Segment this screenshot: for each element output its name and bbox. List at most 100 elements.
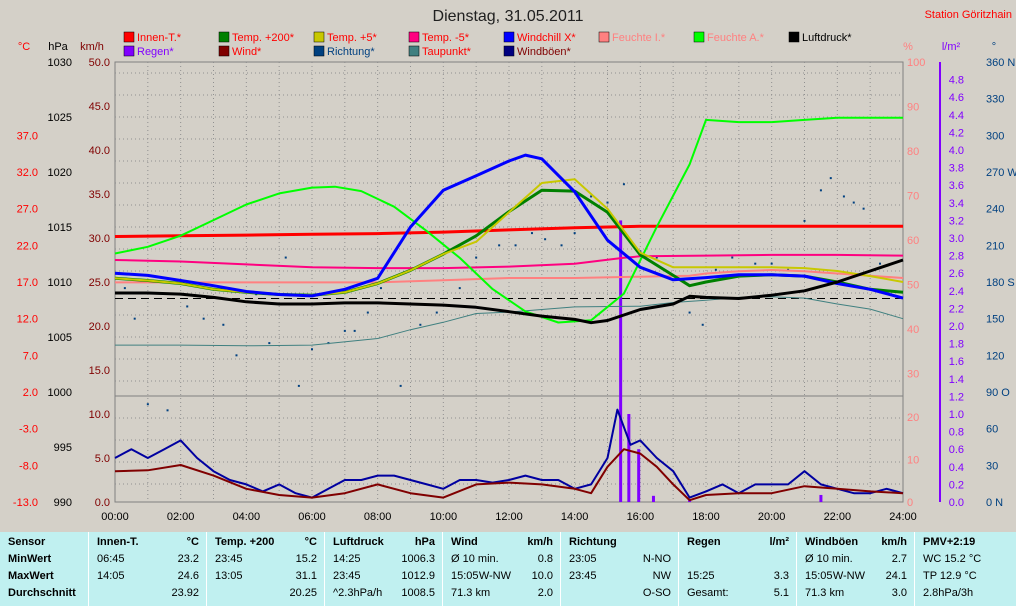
direction-point [366, 311, 369, 314]
stats-cell: km/h [527, 536, 553, 548]
stats-cell: 23.2 [177, 553, 199, 565]
stats-row: 14:25 1006.3 [325, 553, 443, 569]
stats-cell: N-NO [642, 553, 671, 565]
rain-tick: 2.2 [949, 303, 964, 315]
stats-cell: 3.0 [891, 587, 907, 599]
humidity-tick: 80 [907, 146, 919, 158]
rain-tick: 4.0 [949, 145, 964, 157]
kmh-tick: 15.0 [89, 365, 110, 377]
direction-tick: 30 [986, 460, 998, 472]
stats-cell: 3.3 [773, 570, 789, 582]
direction-point [268, 342, 271, 345]
legend-label: Luftdruck* [802, 32, 852, 44]
direction-point [842, 195, 845, 198]
stats-column: Sensor MinWert MaxWert Durchschnitt [0, 532, 88, 606]
stats-row: 13:05 31.1 [207, 570, 325, 586]
celsius-tick: -13.0 [13, 497, 38, 509]
kmh-tick: 35.0 [89, 189, 110, 201]
rain-tick: 2.6 [949, 268, 964, 280]
direction-tick: 300 [986, 130, 1004, 142]
stats-row: MinWert [0, 553, 88, 569]
legend-swatch [123, 45, 135, 57]
direction-point [202, 317, 205, 320]
celsius-tick: 12.0 [17, 314, 38, 326]
stats-row: ^2.3hPa/h 1008.5 [325, 587, 443, 603]
stats-row: Regen l/m² [679, 536, 797, 552]
kmh-tick: 50.0 [89, 57, 110, 69]
legend-swatch [503, 45, 515, 57]
stats-cell: 23:05 [569, 553, 597, 565]
direction-point [879, 262, 882, 265]
direction-point [146, 403, 149, 406]
kmh-unit: km/h [80, 41, 104, 53]
legend-swatch [313, 31, 325, 43]
celsius-tick: 37.0 [17, 130, 38, 142]
kmh-tick: 5.0 [95, 453, 110, 465]
rain-tick: 4.4 [949, 110, 964, 122]
stats-row: WC 15.2 °C [915, 553, 1016, 569]
stats-row: Gesamt: 5.1 [679, 587, 797, 603]
stats-row: 14:05 24.6 [89, 570, 207, 586]
humidity-tick: 60 [907, 235, 919, 247]
direction-point [714, 268, 717, 271]
direction-point [123, 287, 126, 290]
stats-cell: 20.25 [289, 587, 317, 599]
statistics-table: Sensor MinWert MaxWert Durchschnitt Innen-T.… [0, 532, 1016, 606]
series [114, 116, 904, 502]
stats-column: Temp. +200 °C 23:45 15.2 13:05 31.1 20.25 [206, 532, 325, 606]
direction-tick: 60 [986, 424, 998, 436]
stats-cell: Ø 10 min. [451, 553, 499, 565]
stats-cell: 23:45 [569, 570, 597, 582]
stats-cell: 14:05 [97, 570, 125, 582]
rain-tick: 0.2 [949, 479, 964, 491]
series-line [115, 296, 904, 347]
x-tick: 02:00 [167, 511, 195, 523]
celsius-tick: 2.0 [23, 387, 38, 399]
kmh-tick: 20.0 [89, 321, 110, 333]
direction-point [498, 244, 501, 247]
stats-row: 23.92 [89, 587, 207, 603]
kmh-tick: 40.0 [89, 145, 110, 157]
stats-column: Wind km/h Ø 10 min. 0.8 15:05 W-NW 10.0 71.3 km… [442, 532, 561, 606]
x-tick: 04:00 [233, 511, 261, 523]
direction-point [573, 232, 576, 235]
kmh-tick: 30.0 [89, 233, 110, 245]
humidity-tick: 20 [907, 412, 919, 424]
celsius-tick: 17.0 [17, 277, 38, 289]
humidity-tick: 30 [907, 369, 919, 381]
stats-cell: Ø 10 min. [805, 553, 853, 565]
stats-cell: W-NW [478, 570, 511, 582]
hpa-unit: hPa [48, 41, 68, 53]
series-line [114, 253, 904, 270]
legend-swatch [788, 31, 800, 43]
direction-point [803, 219, 806, 222]
stats-cell: 24.1 [885, 570, 907, 582]
direction-point [731, 256, 734, 259]
stats-cell: 1012.9 [401, 570, 435, 582]
humidity-tick: 50 [907, 280, 919, 292]
stats-cell: 24.6 [177, 570, 199, 582]
direction-tick: 150 [986, 314, 1004, 326]
direction-point [688, 311, 691, 314]
axes: 37.0 32.0 27.0 22.0 17.0 12.0 7.0 2.0 -3.0 -8.0 -1… [13, 57, 1016, 523]
stats-cell: O-SO [642, 587, 671, 599]
stats-row: Innen-T. °C [89, 536, 207, 552]
legend-swatch [598, 31, 610, 43]
direction-tick: 180 S [986, 277, 1015, 289]
stats-row: Richtung [561, 536, 679, 552]
station-name: Station Göritzhain [925, 9, 1012, 21]
x-tick: 18:00 [692, 511, 720, 523]
stats-row: Luftdruck hPa [325, 536, 443, 552]
legend-swatch [503, 31, 515, 43]
rain-tick: 3.6 [949, 180, 964, 192]
rain-tick: 0.0 [949, 497, 964, 509]
stats-row: Wind km/h [443, 536, 561, 552]
kmh-tick: 45.0 [89, 101, 110, 113]
direction-tick: 240 [986, 204, 1004, 216]
humidity-tick: 0 [907, 497, 913, 509]
stats-row: 2.8hPa/3h [915, 587, 1016, 603]
rain-tick: 4.2 [949, 127, 964, 139]
direction-point [754, 262, 757, 265]
hpa-tick: 1010 [48, 277, 72, 289]
stats-row: 23:05 N-NO [561, 553, 679, 569]
